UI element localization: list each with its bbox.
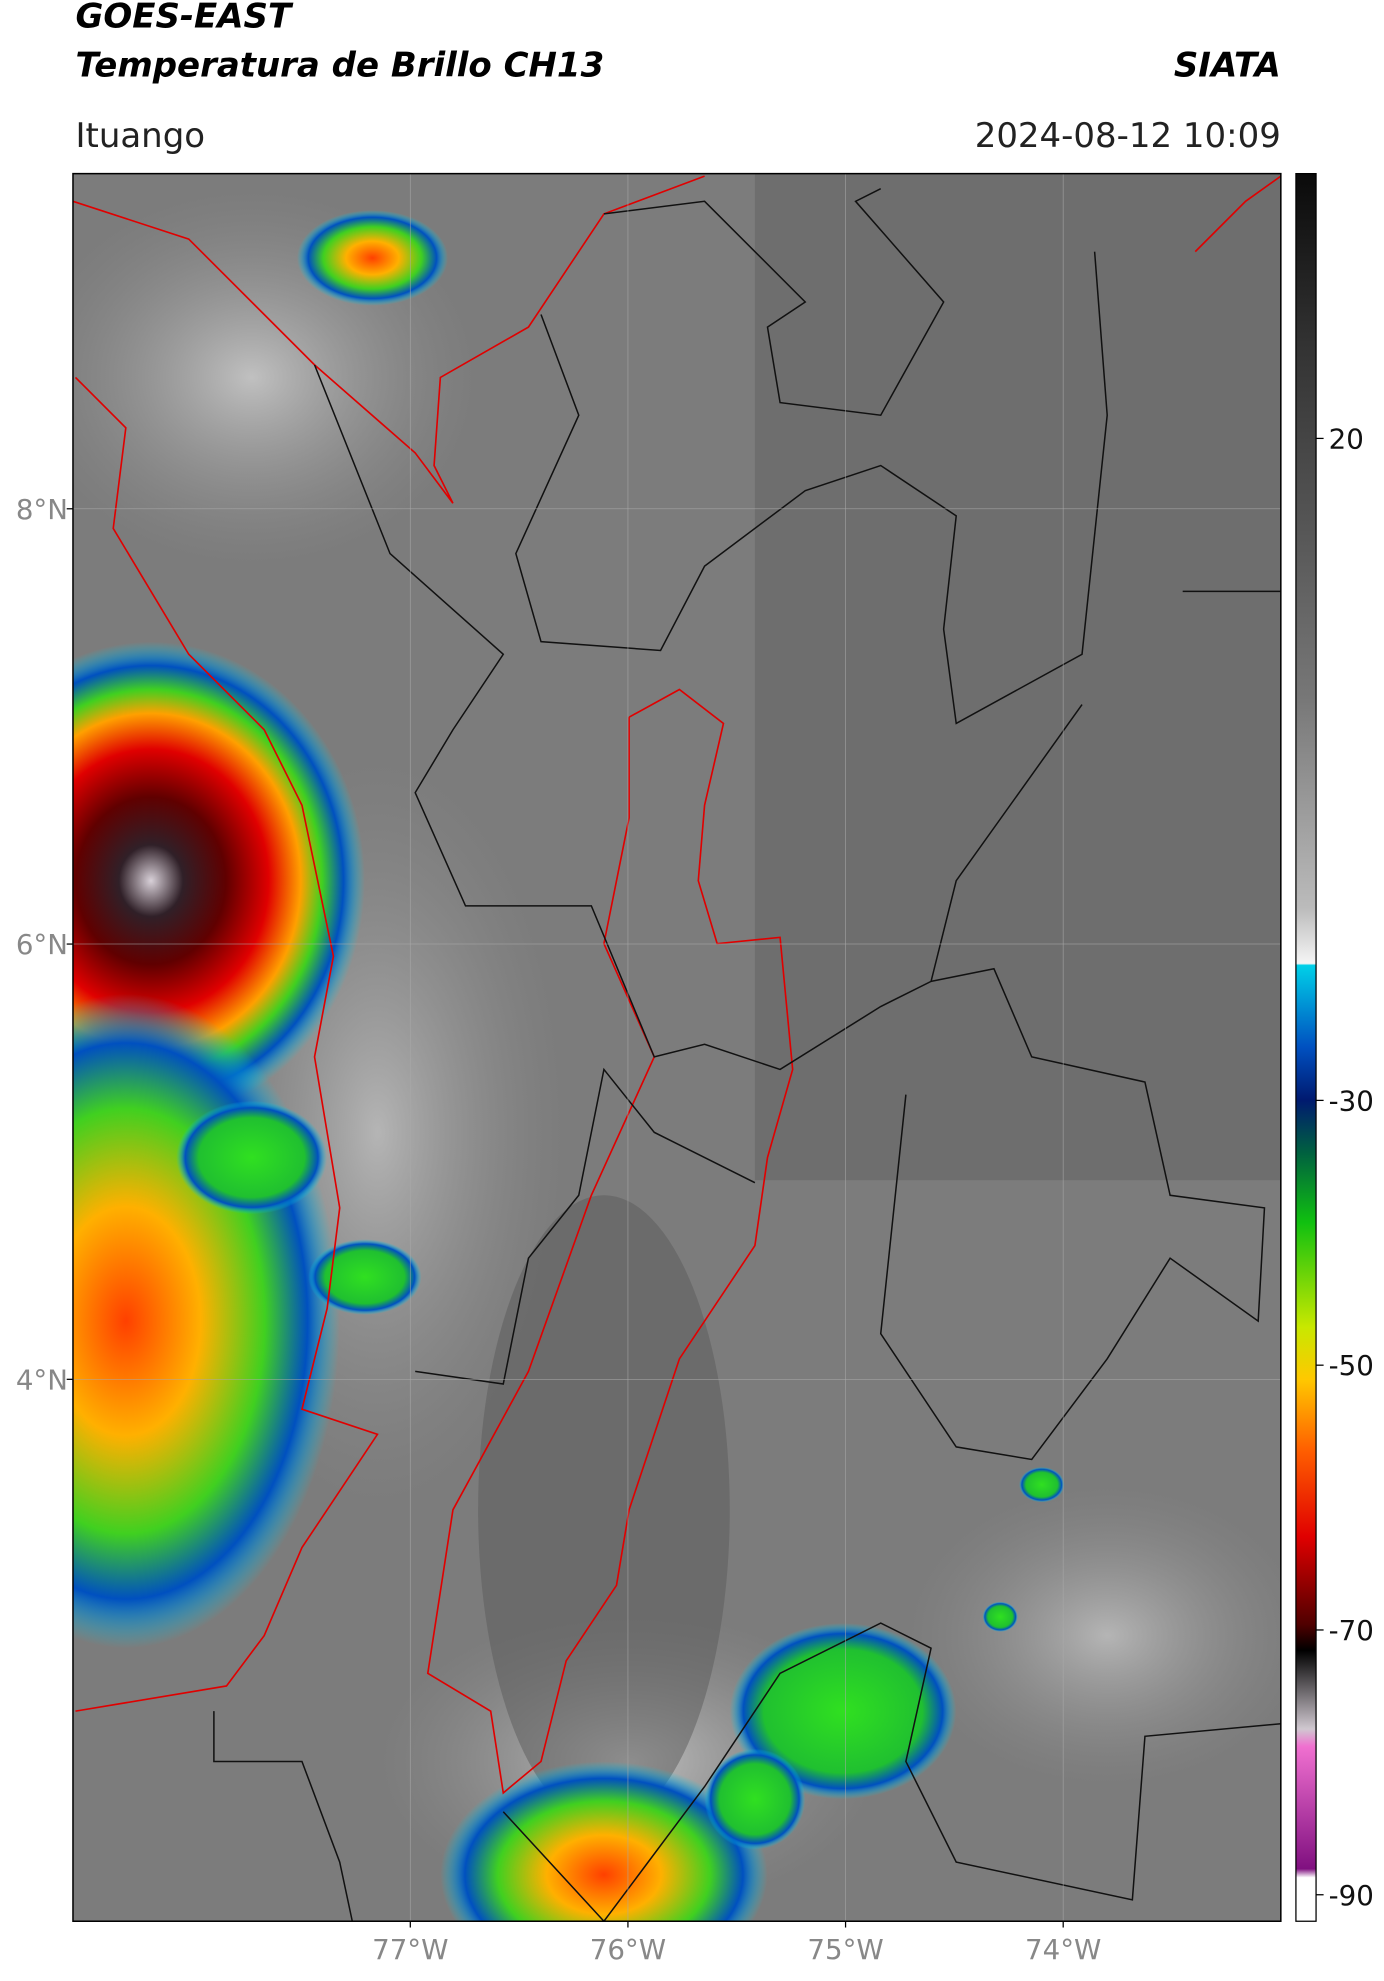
title: Temperatura de Brillo CH13	[75, 46, 604, 86]
lon-tick-label: 75°W	[807, 1933, 883, 1966]
place: Ituango	[75, 116, 205, 156]
lat-tick-label: 4°N	[16, 1363, 68, 1396]
datetime: 2024-08-12 10:09	[975, 116, 1281, 156]
title: GOES-EAST	[75, 0, 293, 37]
colorbar-tick-label: -30	[1329, 1084, 1374, 1117]
lat-tick-label: 6°N	[16, 928, 68, 961]
lon-tick-label: 77°W	[372, 1933, 448, 1966]
lon-tick-label: 74°W	[1025, 1933, 1101, 1966]
colorbar-tick-label: 20	[1329, 422, 1364, 455]
source: SIATA	[1174, 46, 1281, 86]
map-frame	[72, 172, 1282, 1922]
colorbar-tick-label: -50	[1329, 1349, 1374, 1382]
colorbar	[1295, 172, 1317, 1922]
lon-tick-label: 76°W	[590, 1933, 666, 1966]
colorbar-tick-label: -90	[1329, 1879, 1374, 1912]
map-area	[72, 173, 1281, 1922]
lat-tick-label: 8°N	[16, 493, 68, 526]
colorbar-tick-label: -70	[1329, 1614, 1374, 1647]
